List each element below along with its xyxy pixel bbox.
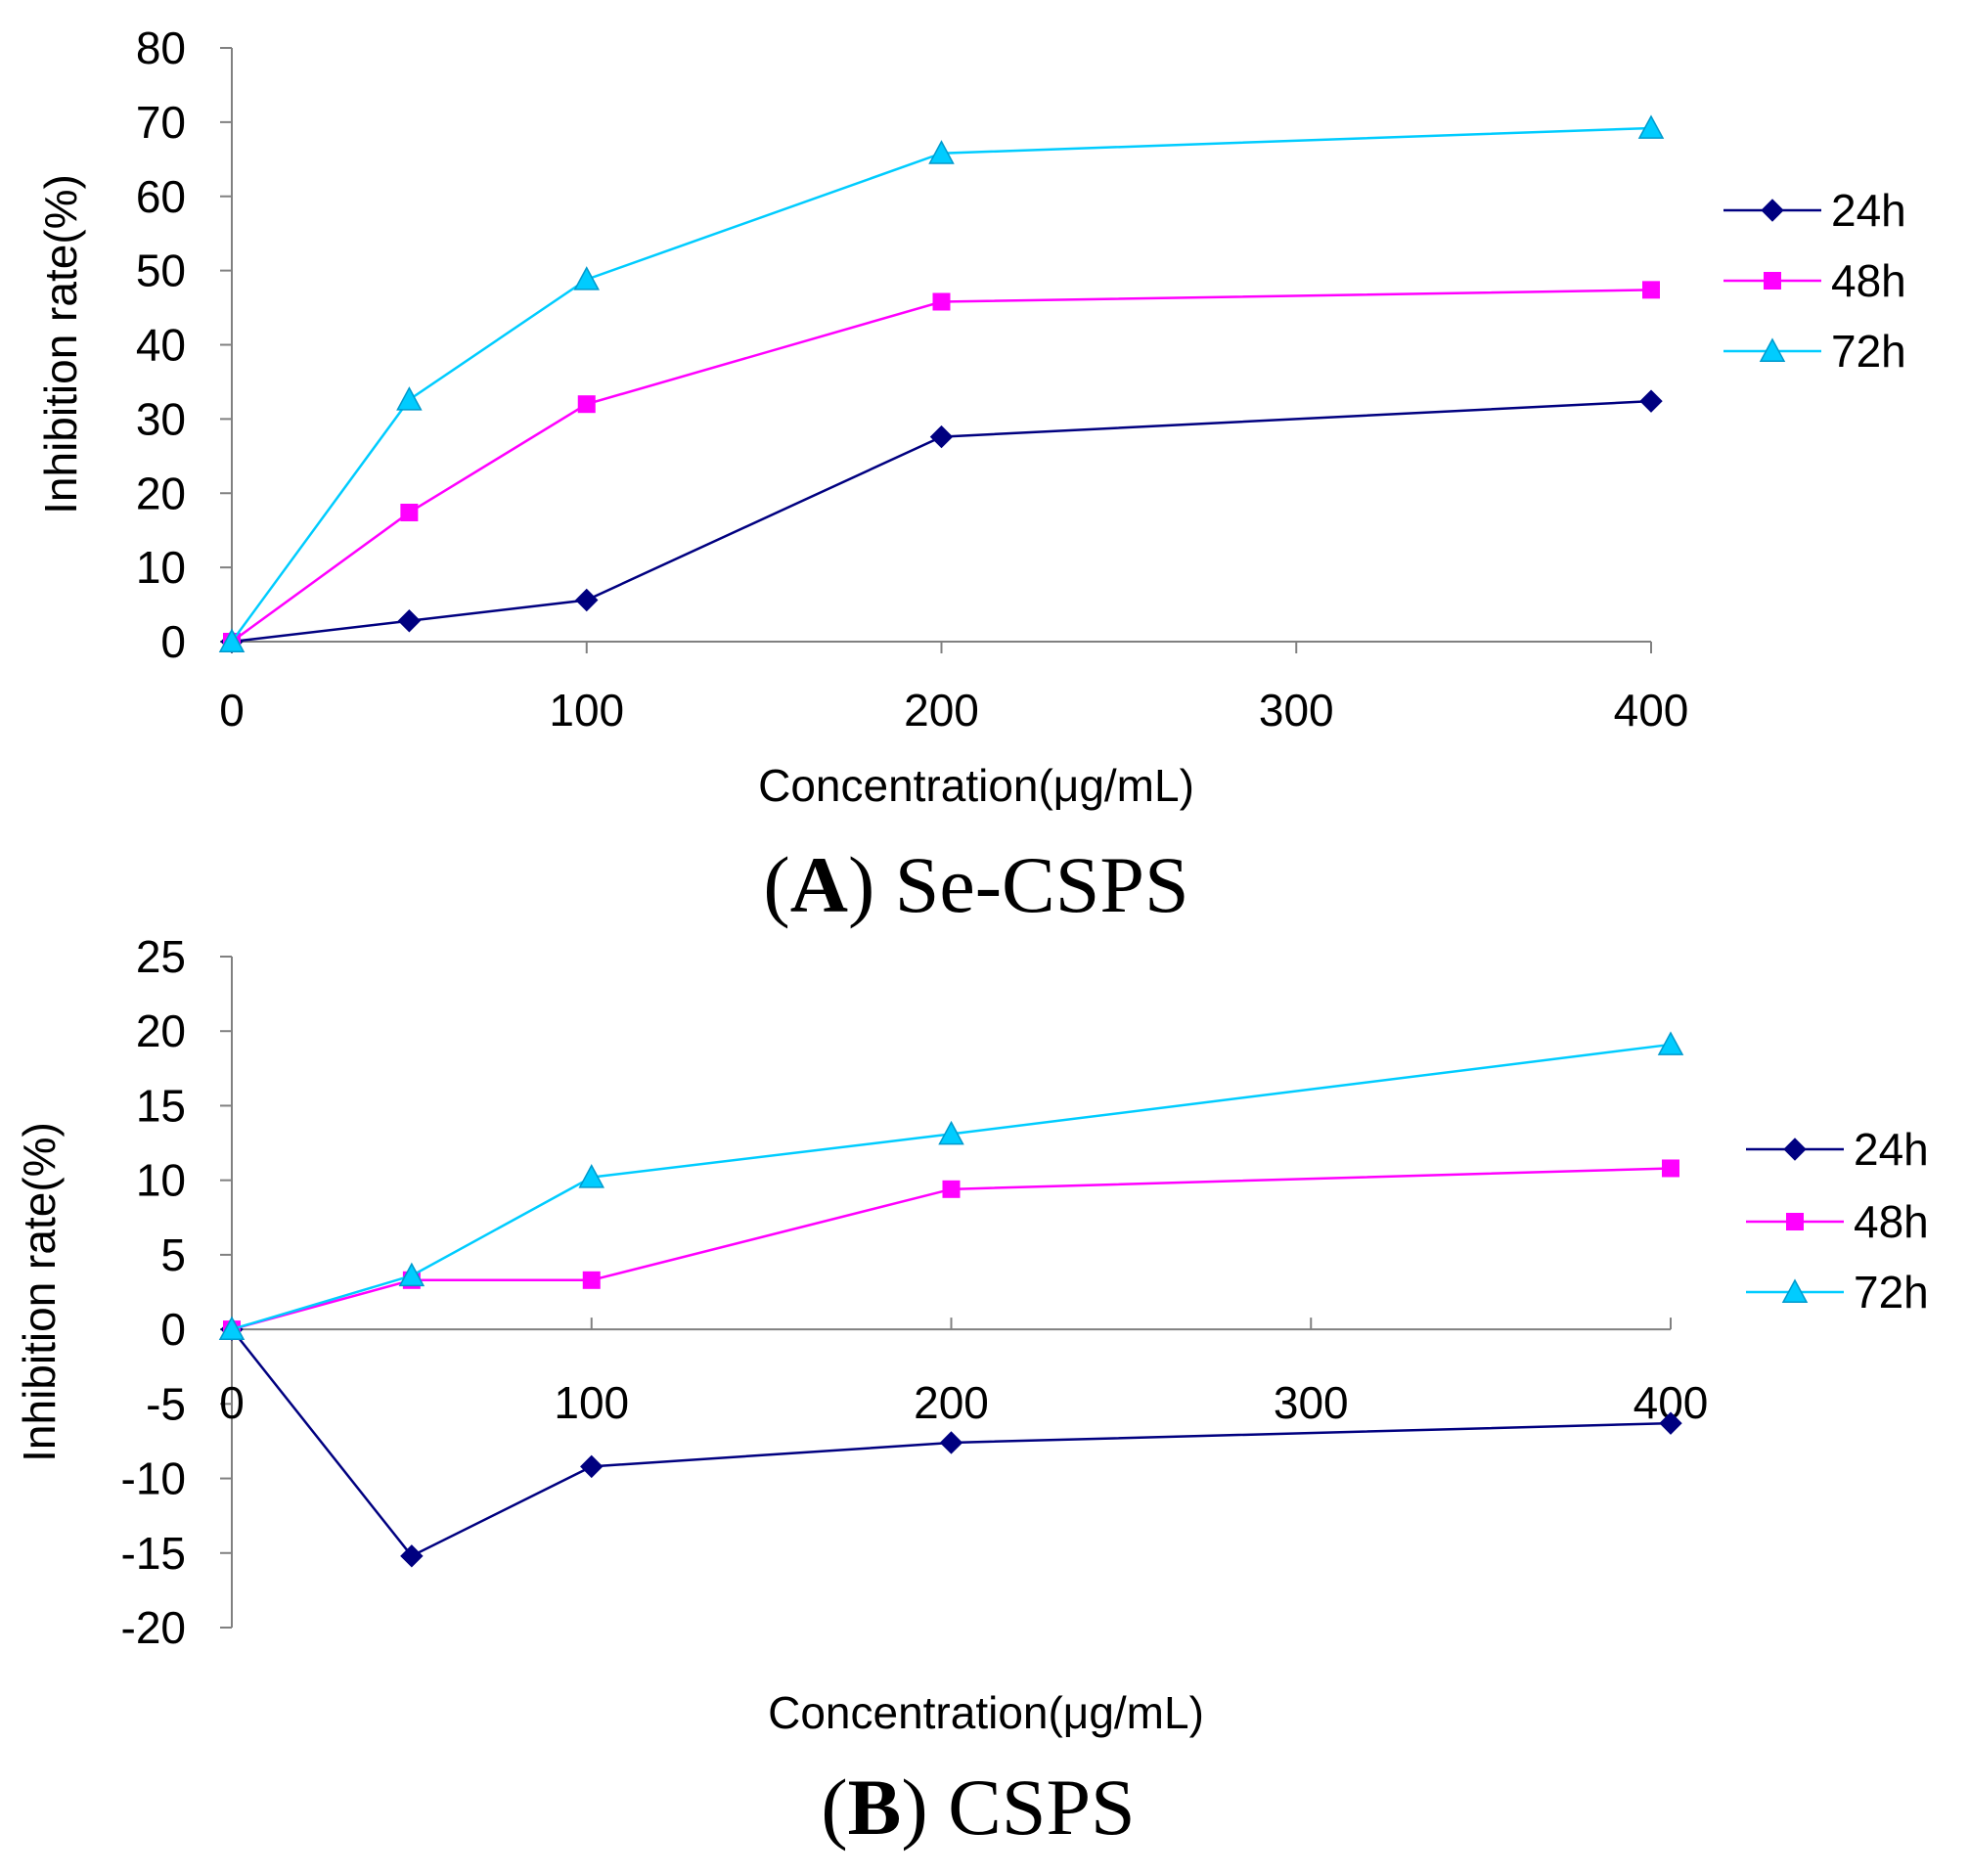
y-tick-label-10: 10 <box>136 542 186 593</box>
legend-label-72h: 72h <box>1854 1267 1929 1318</box>
x-tick-label-300: 300 <box>1274 1377 1349 1428</box>
data-point-72h-100 <box>578 1164 605 1188</box>
y-axis-title: Inhibition rate(%) <box>35 174 86 514</box>
caption-letter: A <box>790 840 848 929</box>
legend-label-48h: 48h <box>1831 255 1906 306</box>
y-tick-label-5: -5 <box>146 1378 186 1429</box>
x-tick-label-200: 200 <box>904 685 979 736</box>
caption-name: CSPS <box>948 1763 1136 1852</box>
data-point-24h-50 <box>397 609 422 633</box>
x-tick-label-0: 0 <box>219 685 245 736</box>
x-tick-label-200: 200 <box>914 1377 989 1428</box>
caption-letter: B <box>848 1763 902 1852</box>
data-point-24h-400 <box>1659 1411 1682 1435</box>
y-tick-label-50: 50 <box>136 246 186 296</box>
data-point-24h-100 <box>575 588 599 612</box>
x-tick-label-300: 300 <box>1259 685 1334 736</box>
legend-marker-48h <box>1786 1213 1804 1230</box>
y-tick-label-0: 0 <box>160 616 186 667</box>
legend: 24h 48h 72h <box>1746 1124 1929 1318</box>
data-point-72h-50 <box>398 1262 425 1287</box>
data-point-48h-200 <box>942 1180 961 1198</box>
data-point-72h-0 <box>218 628 246 652</box>
y-tick-label-60: 60 <box>136 171 186 222</box>
data-point-48h-400 <box>1662 1159 1679 1178</box>
legend: 24h 48h 72h <box>1723 185 1906 377</box>
y-tick-label-5: 5 <box>160 1229 186 1280</box>
y-axis-title: Inhibition rate(%) <box>14 1122 65 1462</box>
data-point-72h-200 <box>928 140 955 164</box>
caption-paren-open: ( <box>821 1763 847 1852</box>
data-point-24h-100 <box>580 1454 604 1479</box>
panel-caption: (A) Se-CSPS <box>763 840 1188 929</box>
legend-label-72h: 72h <box>1831 326 1906 377</box>
data-point-72h-50 <box>396 386 423 411</box>
y-tick-label-10: 10 <box>136 1155 186 1206</box>
data-point-72h-100 <box>573 266 601 290</box>
y-tick-label-15: 15 <box>136 1080 186 1131</box>
y-tick-label-40: 40 <box>136 320 186 371</box>
series-72h <box>218 114 1665 652</box>
caption-paren-close: ) <box>901 1763 948 1852</box>
data-point-72h-400 <box>1657 1031 1684 1055</box>
legend-marker-72h <box>1759 337 1786 362</box>
data-point-24h-400 <box>1639 389 1663 413</box>
data-point-24h-200 <box>939 1431 963 1454</box>
series-48h <box>223 281 1660 650</box>
data-point-72h-0 <box>218 1316 246 1341</box>
y-tick-label-0: 0 <box>160 1304 186 1355</box>
panel-caption: (B) CSPS <box>821 1763 1135 1852</box>
caption-paren-close: ) <box>848 840 895 929</box>
legend-marker-72h <box>1781 1278 1809 1303</box>
y-tick-label-10: -10 <box>121 1453 186 1504</box>
data-point-48h-400 <box>1642 281 1660 299</box>
legend-marker-24h <box>1783 1138 1807 1161</box>
y-tick-label-20: 20 <box>136 468 186 518</box>
y-tick-label-20: 20 <box>136 1005 186 1056</box>
x-axis-title: Concentration(μg/mL) <box>768 1687 1204 1738</box>
legend-label-24h: 24h <box>1831 185 1906 236</box>
x-axis-title: Concentration(μg/mL) <box>758 760 1194 811</box>
y-tick-label-80: 80 <box>136 22 186 73</box>
x-tick-label-100: 100 <box>549 685 624 736</box>
data-point-72h-200 <box>938 1120 964 1145</box>
data-point-24h-200 <box>929 424 954 449</box>
data-point-48h-100 <box>582 1271 601 1289</box>
x-tick-label-0: 0 <box>219 1377 245 1428</box>
panel-a-se-csps: 0 10 20 30 40 50 60 70 80 0 100 200 300 400 Concentrat… <box>35 22 1906 929</box>
series-72h <box>218 1031 1684 1341</box>
legend-marker-48h <box>1764 272 1781 290</box>
y-tick-label-30: 30 <box>136 393 186 444</box>
data-point-48h-200 <box>932 292 951 311</box>
x-tick-label-100: 100 <box>554 1377 629 1428</box>
data-point-48h-100 <box>577 395 596 414</box>
legend-marker-24h <box>1761 199 1784 222</box>
data-point-24h-50 <box>400 1544 424 1568</box>
y-tick-label-15: -15 <box>121 1528 186 1579</box>
data-point-72h-400 <box>1637 114 1665 139</box>
legend-label-48h: 48h <box>1854 1196 1929 1247</box>
legend-label-24h: 24h <box>1854 1124 1929 1175</box>
caption-name: Se-CSPS <box>895 840 1189 929</box>
y-tick-label-20: -20 <box>121 1602 186 1653</box>
y-tick-label-70: 70 <box>136 97 186 148</box>
data-point-48h-50 <box>400 503 419 521</box>
x-tick-label-400: 400 <box>1614 685 1689 736</box>
series-24h <box>220 389 1663 653</box>
caption-paren-open: ( <box>763 840 789 929</box>
y-tick-label-25: 25 <box>136 931 186 982</box>
